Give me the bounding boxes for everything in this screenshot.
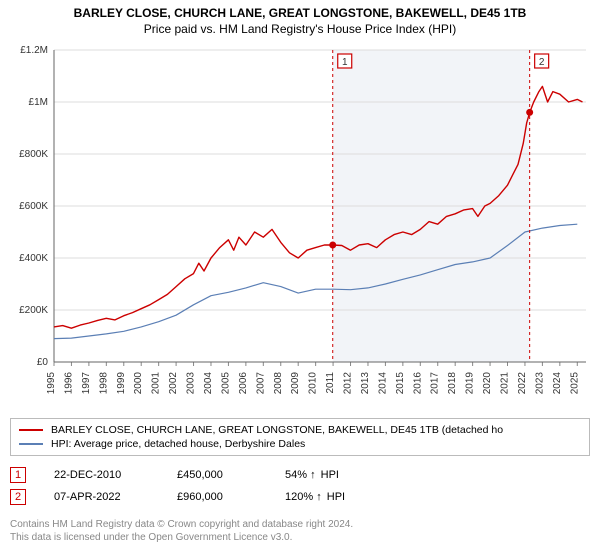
footer-attribution: Contains HM Land Registry data © Crown c… [10, 518, 590, 544]
legend-label: HPI: Average price, detached house, Derb… [51, 438, 305, 450]
legend-item: BARLEY CLOSE, CHURCH LANE, GREAT LONGSTO… [19, 423, 581, 437]
svg-text:2021: 2021 [500, 372, 511, 395]
svg-text:2006: 2006 [238, 372, 249, 395]
arrow-up-icon [310, 469, 318, 481]
marker-table: 1 22-DEC-2010 £450,000 54% HPI 2 07-APR-… [10, 464, 590, 508]
svg-text:2000: 2000 [133, 372, 144, 395]
svg-text:2025: 2025 [569, 372, 580, 395]
legend: BARLEY CLOSE, CHURCH LANE, GREAT LONGSTO… [10, 418, 590, 456]
svg-text:£0: £0 [37, 357, 49, 368]
svg-text:2001: 2001 [151, 372, 162, 395]
svg-text:2005: 2005 [220, 372, 231, 395]
svg-text:£800K: £800K [19, 149, 48, 160]
svg-text:£600K: £600K [19, 201, 48, 212]
svg-text:2010: 2010 [308, 372, 319, 395]
legend-label: BARLEY CLOSE, CHURCH LANE, GREAT LONGSTO… [51, 424, 503, 436]
svg-text:1997: 1997 [81, 372, 92, 395]
marker-price: £450,000 [177, 469, 257, 481]
svg-text:2018: 2018 [447, 372, 458, 395]
footer-line: This data is licensed under the Open Gov… [10, 531, 590, 544]
chart-area: £0 £200K £400K £600K £800K £1M £1.2M 1995 1996 19… [10, 42, 590, 412]
svg-text:1995: 1995 [46, 372, 57, 395]
svg-text:2002: 2002 [168, 372, 179, 395]
marker-pct: 120% HPI [285, 491, 375, 503]
svg-text:2017: 2017 [430, 372, 441, 395]
marker-pct: 54% HPI [285, 469, 375, 481]
legend-swatch [19, 443, 43, 445]
svg-text:2022: 2022 [517, 372, 528, 395]
marker-badge: 1 [10, 467, 26, 483]
svg-text:1: 1 [342, 57, 348, 68]
svg-text:2003: 2003 [186, 372, 197, 395]
svg-text:2015: 2015 [395, 372, 406, 395]
chart-subtitle: Price paid vs. HM Land Registry's House … [10, 22, 590, 36]
svg-text:£200K: £200K [19, 305, 48, 316]
svg-text:2007: 2007 [255, 372, 266, 395]
svg-text:2012: 2012 [343, 372, 354, 395]
svg-text:1998: 1998 [98, 372, 109, 395]
svg-text:2008: 2008 [273, 372, 284, 395]
marker-price: £960,000 [177, 491, 257, 503]
marker-badge: 2 [10, 489, 26, 505]
svg-text:1996: 1996 [63, 372, 74, 395]
svg-text:2020: 2020 [482, 372, 493, 395]
svg-text:2009: 2009 [290, 372, 301, 395]
svg-text:£1M: £1M [29, 97, 48, 108]
legend-item: HPI: Average price, detached house, Derb… [19, 437, 581, 451]
svg-text:2023: 2023 [534, 372, 545, 395]
arrow-up-icon [316, 491, 324, 503]
svg-text:2024: 2024 [552, 372, 563, 395]
marker-row: 1 22-DEC-2010 £450,000 54% HPI [10, 464, 590, 486]
svg-text:£1.2M: £1.2M [20, 45, 48, 56]
svg-text:2011: 2011 [325, 372, 336, 394]
svg-text:1999: 1999 [116, 372, 127, 395]
marker-date: 07-APR-2022 [54, 491, 149, 503]
svg-text:2014: 2014 [377, 372, 388, 395]
marker-date: 22-DEC-2010 [54, 469, 149, 481]
svg-text:2004: 2004 [203, 372, 214, 395]
svg-text:2013: 2013 [360, 372, 371, 395]
marker-row: 2 07-APR-2022 £960,000 120% HPI [10, 486, 590, 508]
price-chart-svg: £0 £200K £400K £600K £800K £1M £1.2M 1995 1996 19… [10, 42, 590, 412]
svg-text:2019: 2019 [465, 372, 476, 395]
svg-text:£400K: £400K [19, 253, 48, 264]
footer-line: Contains HM Land Registry data © Crown c… [10, 518, 590, 531]
chart-title: BARLEY CLOSE, CHURCH LANE, GREAT LONGSTO… [10, 6, 590, 20]
legend-swatch [19, 429, 43, 431]
svg-text:2: 2 [539, 57, 545, 68]
svg-text:2016: 2016 [412, 372, 423, 395]
